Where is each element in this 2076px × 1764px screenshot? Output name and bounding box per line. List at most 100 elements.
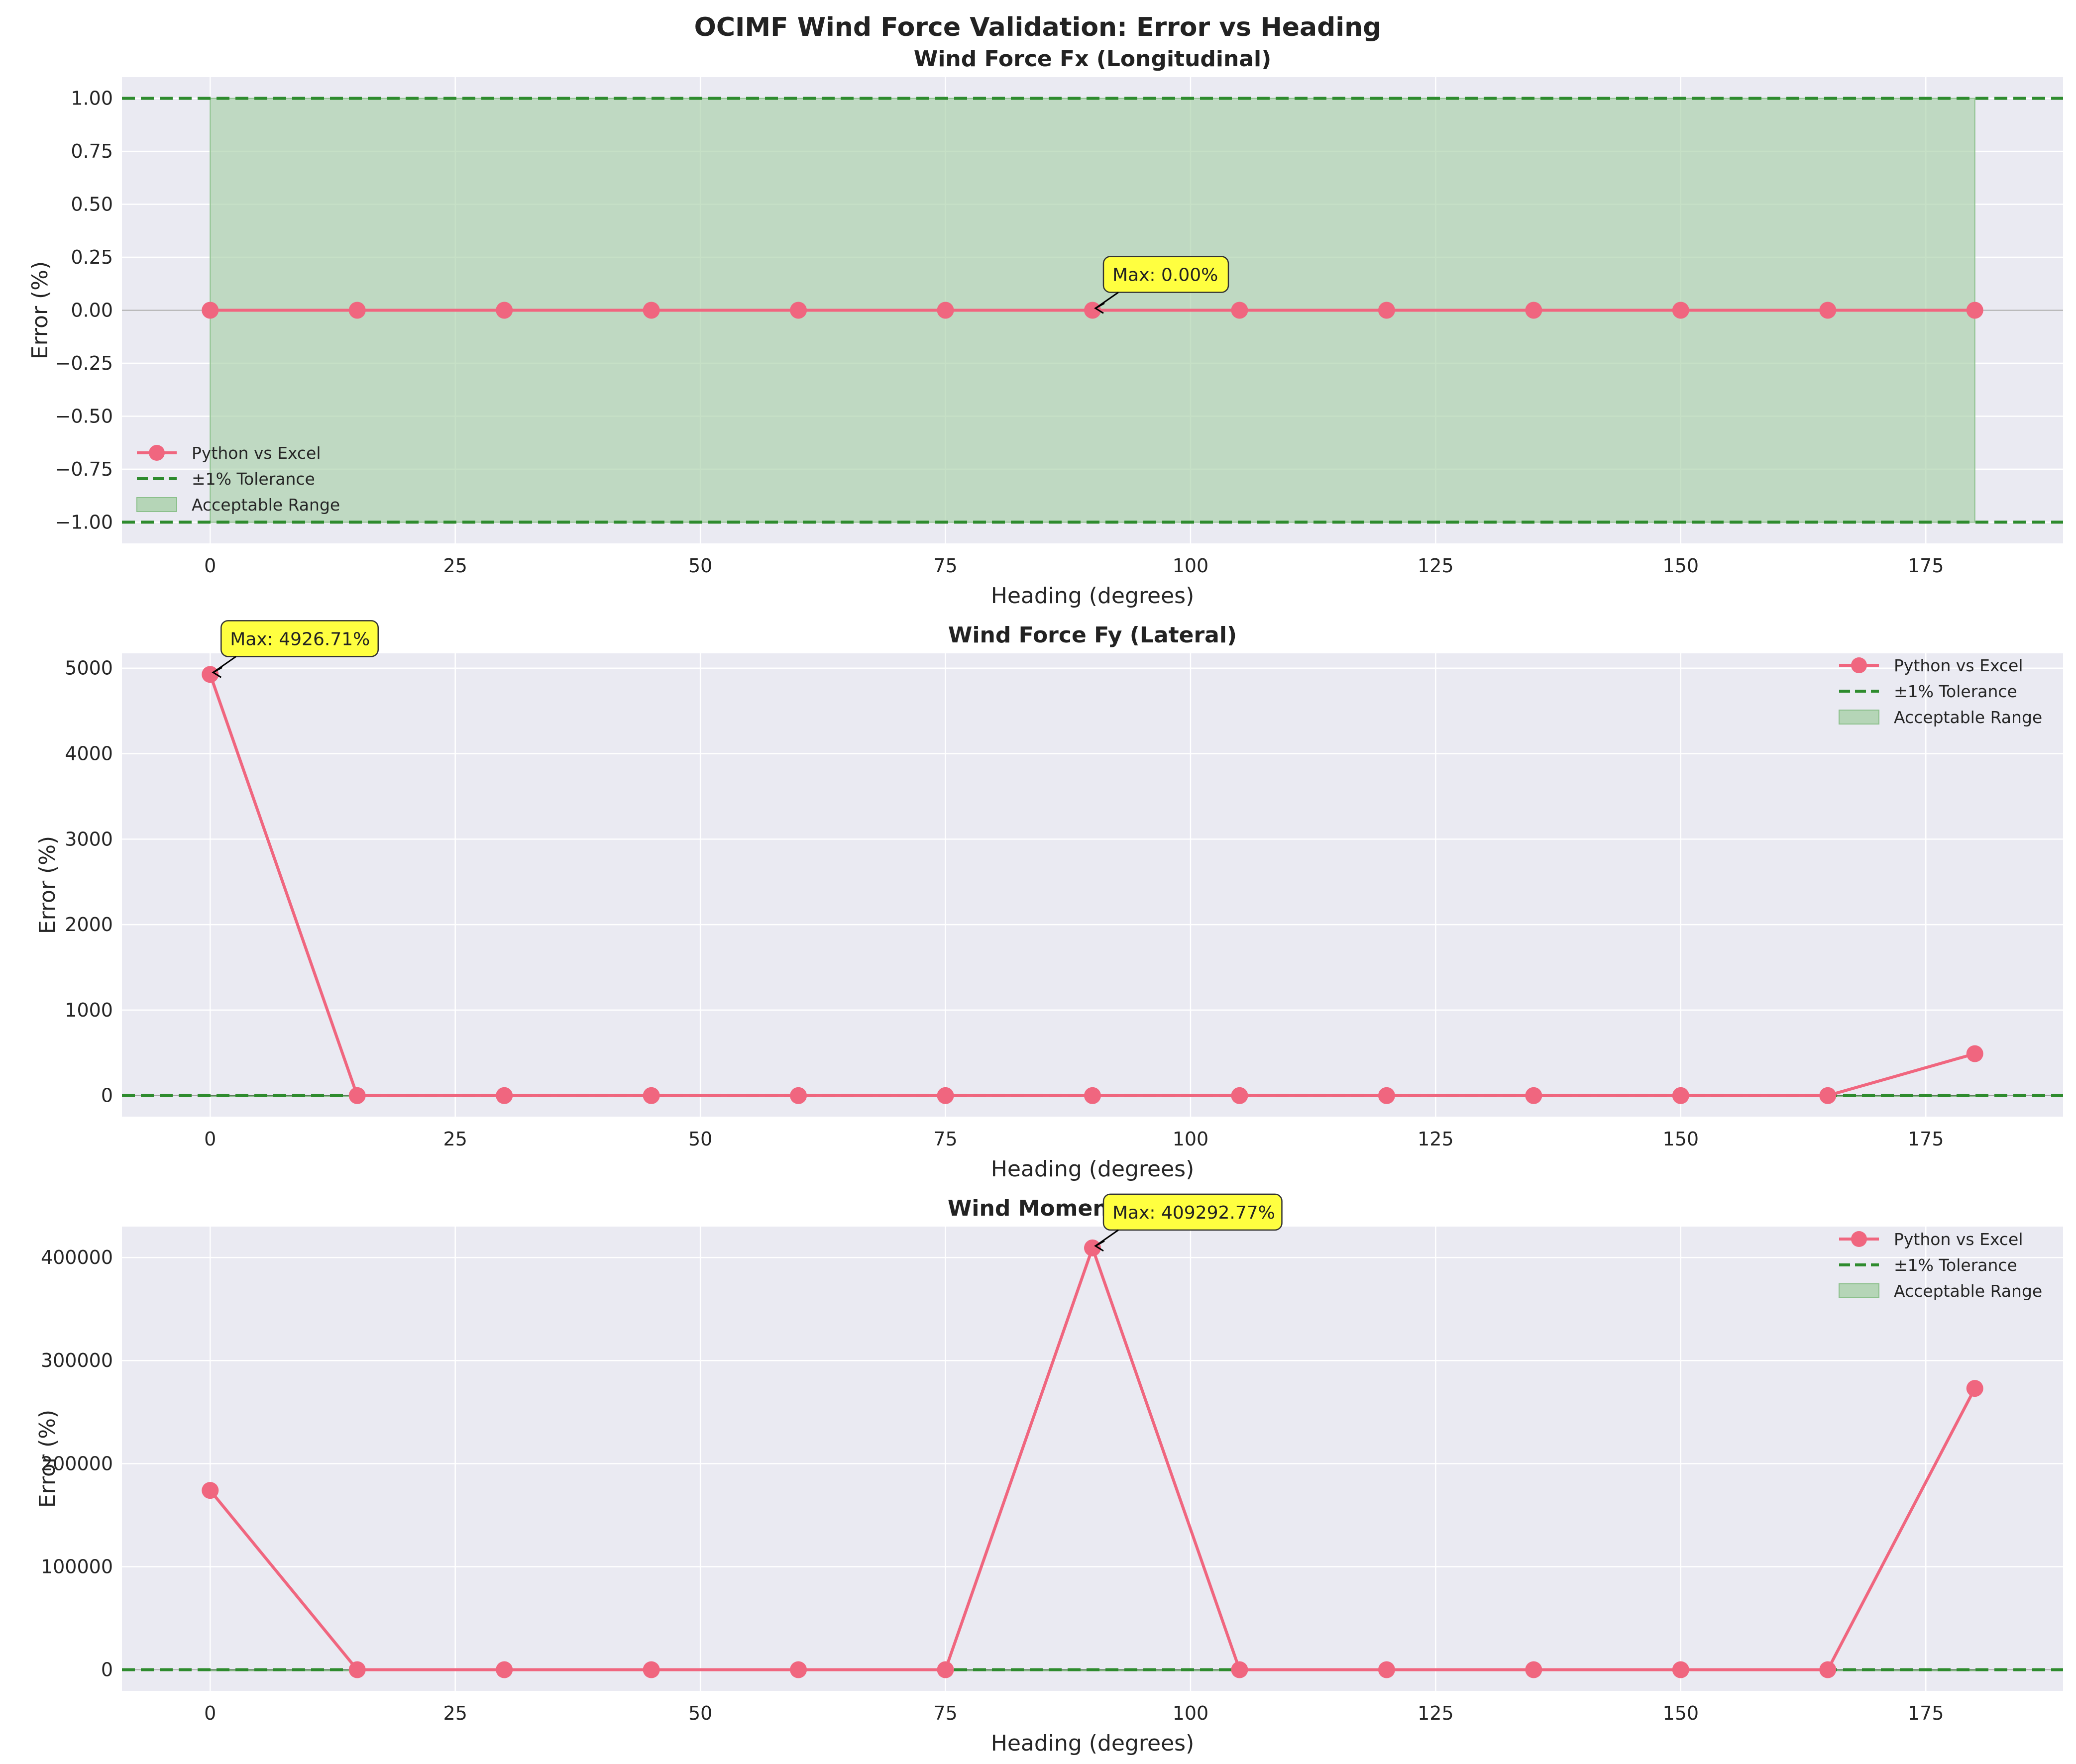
data-point [1672, 1087, 1689, 1104]
max-annotation: Max: 4926.71% [212, 620, 379, 678]
panel-3: 0 25 50 75 100 125 150 175 0 100000 200000 300000 40… [35, 1193, 2063, 1756]
panel-2: 0 25 50 75 100 125 150 175 0 1000 2000 3000 4000 5000… [35, 620, 2063, 1182]
x-tick-label: 175 [1908, 1702, 1944, 1724]
data-point [1819, 302, 1837, 319]
annotation-arrowhead [1094, 1240, 1105, 1252]
plot-area [122, 653, 2063, 1117]
plot-content [122, 97, 2063, 524]
legend: Python vs Excel ±1% Tolerance Acceptable R… [1839, 656, 2042, 727]
x-tick-label: 50 [688, 1702, 712, 1724]
data-point [1525, 1661, 1542, 1678]
y-tick-label: 2000 [65, 914, 113, 935]
y-tick-label: 400000 [41, 1246, 113, 1268]
x-tick-label: 0 [204, 1702, 216, 1724]
legend-label-series: Python vs Excel [1894, 656, 2023, 675]
x-axis-label: Heading (degrees) [991, 1156, 1195, 1182]
x-tick-label: 50 [688, 555, 712, 577]
data-point [348, 1087, 366, 1104]
data-point [643, 1087, 660, 1104]
x-tick-label: 50 [688, 1128, 712, 1150]
y-tick-label: 100000 [41, 1556, 113, 1577]
legend-marker-series [1851, 657, 1867, 673]
legend-swatch-band [1839, 710, 1879, 725]
data-point [1378, 302, 1395, 319]
y-tick-label: 200000 [41, 1453, 113, 1474]
data-point [496, 302, 513, 319]
x-axis-label: Heading (degrees) [991, 1731, 1195, 1756]
x-tick-label: 75 [933, 1702, 957, 1724]
data-point [1525, 1087, 1542, 1104]
max-annotation: Max: 409292.77% [1094, 1193, 1283, 1252]
x-tick-label: 0 [204, 1128, 216, 1150]
y-tick-label: −0.25 [55, 352, 113, 374]
y-tick-label: 0.75 [71, 140, 113, 162]
x-tick-label: 125 [1418, 1702, 1454, 1724]
x-tick-label: 125 [1418, 555, 1454, 577]
y-axis-label: Error (%) [27, 261, 53, 359]
x-tick-label: 25 [443, 1702, 467, 1724]
data-point [790, 1661, 807, 1678]
data-point [1378, 1087, 1395, 1104]
y-axis-label: Error (%) [35, 1410, 60, 1508]
legend-label-band: Acceptable Range [1894, 708, 2042, 727]
y-tick-label: 1000 [65, 999, 113, 1021]
x-tick-label: 100 [1173, 1702, 1209, 1724]
data-point [790, 1087, 807, 1104]
figure-suptitle: OCIMF Wind Force Validation: Error vs He… [694, 12, 1382, 42]
x-tick-label: 125 [1418, 1128, 1454, 1150]
data-point [1084, 302, 1101, 319]
x-tick-label: 100 [1173, 1128, 1209, 1150]
data-point [1966, 302, 1983, 319]
panel-title: Wind Force Fy (Lateral) [948, 623, 1237, 648]
x-tick-label: 150 [1663, 1128, 1699, 1150]
y-axis-label: Error (%) [35, 836, 60, 934]
data-point [1966, 1045, 1983, 1062]
data-point [1231, 302, 1248, 319]
data-point [1966, 1380, 1983, 1397]
plot-content [122, 666, 2063, 1104]
x-tick-label: 150 [1663, 555, 1699, 577]
x-tick-label: 75 [933, 555, 957, 577]
data-point [348, 302, 366, 319]
x-tick-label: 0 [204, 555, 216, 577]
y-tick-label: −0.75 [55, 458, 113, 480]
y-tick-label: 0.25 [71, 246, 113, 268]
panel-1: 0 25 50 75 100 125 150 175 −1.00 −0.75 −0.50 −0.25 0… [27, 46, 2063, 609]
y-tick-label: 0 [101, 1659, 113, 1681]
y-tick-label: 3000 [65, 828, 113, 850]
data-point [643, 1661, 660, 1678]
data-point [1819, 1661, 1837, 1678]
legend-label-band: Acceptable Range [192, 495, 340, 515]
data-point [643, 302, 660, 319]
data-point [1819, 1087, 1837, 1104]
data-point [1672, 302, 1689, 319]
legend-label-tolerance: ±1% Tolerance [1894, 682, 2017, 701]
panel-title: Wind Force Fx (Longitudinal) [914, 46, 1271, 72]
data-point [496, 1661, 513, 1678]
data-point [937, 1661, 954, 1678]
x-tick-label: 25 [443, 1128, 467, 1150]
annotation-text: Max: 4926.71% [230, 629, 370, 649]
annotation-text: Max: 409292.77% [1112, 1203, 1275, 1223]
data-point [1084, 1087, 1101, 1104]
y-tick-label: −1.00 [55, 511, 113, 533]
data-point [1084, 1239, 1101, 1256]
annotation-box [220, 620, 379, 657]
x-tick-label: 150 [1663, 1702, 1699, 1724]
y-tick-label: 5000 [65, 657, 113, 679]
legend-label-tolerance: ±1% Tolerance [192, 469, 315, 489]
legend-marker-series [149, 445, 165, 461]
y-tick-label: 300000 [41, 1349, 113, 1371]
data-point [1378, 1661, 1395, 1678]
x-tick-label: 175 [1908, 1128, 1944, 1150]
legend-label-series: Python vs Excel [192, 443, 321, 463]
data-point [496, 1087, 513, 1104]
panels: 0 25 50 75 100 125 150 175 −1.00 −0.75 −0.50 −0.25 0… [27, 46, 2063, 1756]
data-point [937, 1087, 954, 1104]
x-tick-label: 175 [1908, 555, 1944, 577]
y-tick-label: 0 [101, 1085, 113, 1107]
annotation-box [1102, 256, 1229, 293]
y-tick-label: 1.00 [71, 88, 113, 109]
legend: Python vs Excel ±1% Tolerance Acceptable R… [1839, 1230, 2042, 1301]
